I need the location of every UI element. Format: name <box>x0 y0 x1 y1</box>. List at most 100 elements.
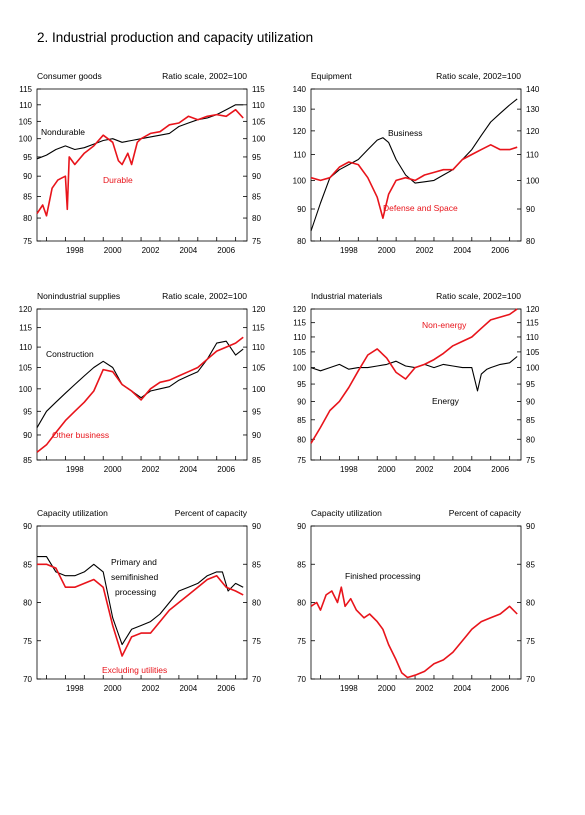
x-tick-label: 2004 <box>179 465 197 474</box>
plot-frame <box>310 308 522 461</box>
y-tick-label-left: 120 <box>19 305 33 314</box>
y-tick-label-right: 100 <box>526 176 540 185</box>
x-tick-label: 2002 <box>142 684 160 693</box>
x-tick-label: 2004 <box>179 684 197 693</box>
series-line-2 <box>310 308 518 444</box>
x-tick-label: 2000 <box>104 246 122 255</box>
x-tick-label: 1998 <box>340 684 358 693</box>
panel-title: Equipment <box>311 71 352 81</box>
chart-panel-6: Capacity utilization Percent of capacity 7… <box>297 508 535 693</box>
y-tick-label-right: 90 <box>526 522 535 531</box>
x-tick-label: 2000 <box>378 684 396 693</box>
series-label: Defense and Space <box>383 203 458 213</box>
x-tick-label: 2006 <box>217 246 235 255</box>
y-tick-label-right: 100 <box>252 385 266 394</box>
x-tick-label: 2000 <box>378 465 396 474</box>
y-tick-label-left: 80 <box>297 599 306 608</box>
x-tick-label: 2002 <box>416 465 434 474</box>
y-tick-label-right: 105 <box>526 348 540 357</box>
y-tick-label-right: 70 <box>252 675 261 684</box>
plot-frame <box>36 88 248 242</box>
panel-title: Industrial materials <box>311 291 382 301</box>
chart-panel-3: Nonindustrial supplies Ratio scale, 2002=… <box>19 291 266 474</box>
y-tick-label-left: 85 <box>23 192 32 201</box>
plot-frame <box>36 525 248 680</box>
y-tick-label-right: 75 <box>526 637 535 646</box>
x-tick-label: 1998 <box>66 465 84 474</box>
series-label: Primary and <box>111 557 157 567</box>
panel-scale-note: Ratio scale, 2002=100 <box>162 291 247 301</box>
plot-frame <box>310 88 522 242</box>
y-tick-label-right: 95 <box>526 380 535 389</box>
x-tick-label: 2006 <box>491 246 509 255</box>
panel-scale-note: Ratio scale, 2002=100 <box>436 71 521 81</box>
series-label: Excluding utilities <box>102 665 167 675</box>
panel-title: Capacity utilization <box>37 508 108 518</box>
y-tick-label-right: 80 <box>526 237 535 246</box>
series-line-1 <box>310 586 518 679</box>
y-tick-label-right: 110 <box>252 101 265 110</box>
y-tick-label-left: 90 <box>297 205 306 214</box>
y-tick-label-right: 115 <box>252 324 265 333</box>
y-tick-label-left: 75 <box>297 456 306 465</box>
y-tick-label-right: 85 <box>252 560 261 569</box>
y-tick-label-left: 80 <box>23 214 32 223</box>
x-tick-label: 2006 <box>491 684 509 693</box>
y-tick-label-right: 90 <box>252 172 261 181</box>
plot-frame <box>310 525 522 680</box>
y-tick-label-left: 75 <box>297 637 306 646</box>
y-tick-label-right: 140 <box>526 85 540 94</box>
y-tick-label-right: 75 <box>252 637 261 646</box>
y-tick-label-left: 90 <box>297 522 306 531</box>
series-label: Finished processing <box>345 571 421 581</box>
y-tick-label-left: 110 <box>19 101 32 110</box>
figure-title: 2. Industrial production and capacity ut… <box>37 30 314 45</box>
y-tick-label-left: 70 <box>23 675 32 684</box>
y-tick-label-right: 85 <box>526 560 535 569</box>
x-tick-label: 2002 <box>416 684 434 693</box>
x-tick-label: 1998 <box>66 246 84 255</box>
series-label: processing <box>115 587 156 597</box>
y-tick-label-right: 80 <box>526 599 535 608</box>
series-label: semifinished <box>111 572 159 582</box>
panel-scale-note: Ratio scale, 2002=100 <box>162 71 247 81</box>
y-tick-label-left: 90 <box>297 397 306 406</box>
x-tick-label: 2000 <box>104 465 122 474</box>
y-tick-label-left: 115 <box>293 319 306 328</box>
y-tick-label-left: 95 <box>23 407 32 416</box>
panel-title: Capacity utilization <box>311 508 382 518</box>
series-line-2 <box>36 336 244 453</box>
y-tick-label-right: 110 <box>526 151 539 160</box>
y-tick-label-right: 130 <box>526 105 540 114</box>
y-tick-label-left: 140 <box>293 85 307 94</box>
panel-scale-note: Ratio scale, 2002=100 <box>436 291 521 301</box>
y-tick-label-left: 115 <box>19 324 32 333</box>
y-tick-label-left: 80 <box>23 599 32 608</box>
x-tick-label: 2004 <box>453 465 471 474</box>
y-tick-label-left: 105 <box>19 363 33 372</box>
y-tick-label-left: 115 <box>19 85 32 94</box>
y-tick-label-right: 85 <box>252 192 261 201</box>
x-tick-label: 2002 <box>142 465 160 474</box>
series-line-2 <box>310 144 518 219</box>
x-tick-label: 2004 <box>453 246 471 255</box>
y-tick-label-right: 90 <box>526 397 535 406</box>
y-tick-label-right: 115 <box>252 85 265 94</box>
y-tick-label-right: 120 <box>526 305 540 314</box>
y-tick-label-left: 85 <box>23 560 32 569</box>
series-label: Energy <box>432 396 460 406</box>
plot-frame <box>36 308 248 461</box>
y-tick-label-left: 120 <box>293 127 307 136</box>
series-label: Non-energy <box>422 320 467 330</box>
y-tick-label-right: 80 <box>526 435 535 444</box>
x-tick-label: 2004 <box>453 684 471 693</box>
series-line-1 <box>37 556 244 646</box>
y-tick-label-right: 110 <box>526 333 539 342</box>
y-tick-label-left: 85 <box>297 416 306 425</box>
x-tick-label: 2006 <box>217 684 235 693</box>
y-tick-label-right: 120 <box>252 305 266 314</box>
y-tick-label-left: 85 <box>23 456 32 465</box>
series-label: Business <box>388 128 423 138</box>
y-tick-label-right: 70 <box>526 675 535 684</box>
y-tick-label-left: 100 <box>19 135 33 144</box>
